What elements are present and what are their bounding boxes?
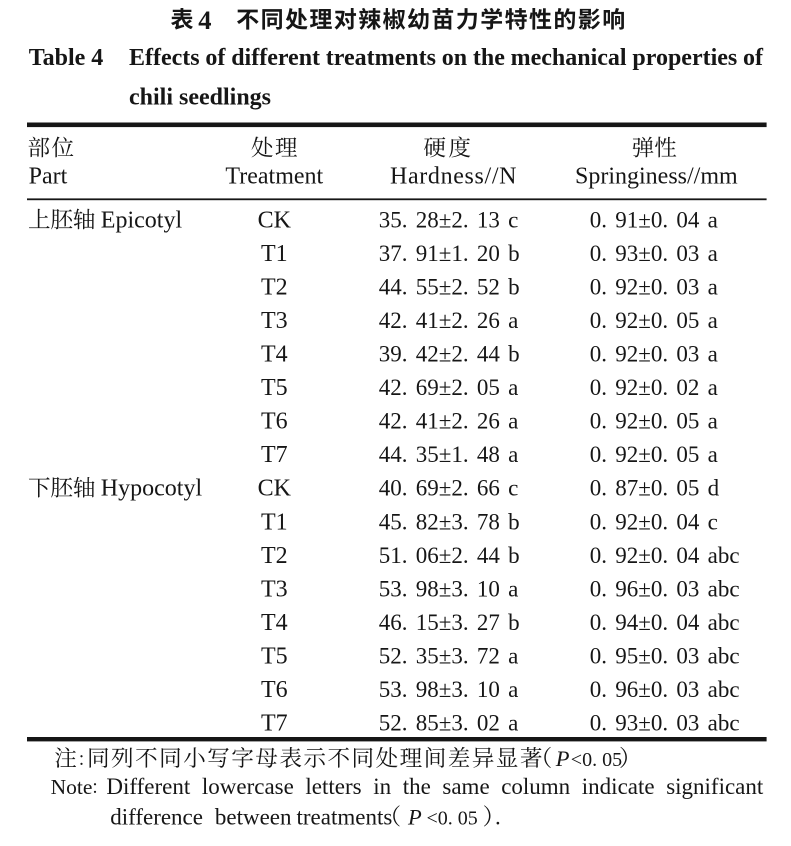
svg-text:difference: difference bbox=[110, 805, 203, 830]
svg-text:0. 93±0. 03 a: 0. 93±0. 03 a bbox=[590, 241, 718, 266]
svg-text:CK: CK bbox=[258, 476, 292, 502]
svg-text:on: on bbox=[442, 45, 467, 71]
svg-text:indicate: indicate bbox=[582, 774, 655, 799]
svg-text:significant: significant bbox=[666, 774, 764, 799]
svg-text:the: the bbox=[473, 45, 505, 71]
svg-text:52. 35±3. 72 a: 52. 35±3. 72 a bbox=[379, 643, 519, 668]
svg-text:Treatment: Treatment bbox=[225, 164, 323, 190]
svg-text:53. 98±3. 10 a: 53. 98±3. 10 a bbox=[379, 576, 519, 601]
svg-text:0. 96±0. 03 abc: 0. 96±0. 03 abc bbox=[590, 677, 740, 702]
svg-text:51. 06±2. 44 b: 51. 06±2. 44 b bbox=[379, 543, 520, 568]
svg-text:between: between bbox=[215, 805, 292, 830]
svg-text:39. 42±2. 44 b: 39. 42±2. 44 b bbox=[379, 342, 520, 367]
svg-text:52. 85±3. 02 a: 52. 85±3. 02 a bbox=[379, 711, 519, 736]
svg-text:lowercase: lowercase bbox=[202, 774, 294, 799]
svg-text:CK: CK bbox=[258, 208, 292, 234]
svg-text:45. 82±3. 78 b: 45. 82±3. 78 b bbox=[379, 509, 520, 534]
svg-text:<0. 05: <0. 05 bbox=[571, 749, 622, 771]
svg-text:0. 92±0. 04 abc: 0. 92±0. 04 abc bbox=[590, 543, 740, 568]
svg-text:0. 92±0. 03 a: 0. 92±0. 03 a bbox=[590, 275, 718, 300]
svg-text:.: . bbox=[495, 805, 501, 830]
svg-text:0. 92±0. 03 a: 0. 92±0. 03 a bbox=[590, 342, 718, 367]
svg-text:column: column bbox=[501, 774, 570, 799]
svg-text:0. 93±0. 03 abc: 0. 93±0. 03 abc bbox=[590, 711, 740, 736]
svg-text:0. 95±0. 03 abc: 0. 95±0. 03 abc bbox=[590, 643, 740, 668]
svg-text:Part: Part bbox=[29, 164, 68, 190]
svg-text:T3: T3 bbox=[261, 308, 288, 334]
svg-text:Hardness//N: Hardness//N bbox=[390, 164, 517, 190]
svg-text:T2: T2 bbox=[261, 543, 288, 569]
svg-text:0. 92±0. 04 c: 0. 92±0. 04 c bbox=[590, 509, 718, 534]
svg-text:4: 4 bbox=[198, 5, 211, 35]
svg-text:0. 94±0. 04 abc: 0. 94±0. 04 abc bbox=[590, 610, 740, 635]
svg-text:Springiness//mm: Springiness//mm bbox=[575, 164, 738, 190]
svg-text:T6: T6 bbox=[261, 677, 288, 703]
svg-text:44. 35±1. 48 a: 44. 35±1. 48 a bbox=[379, 442, 519, 467]
svg-text:T1: T1 bbox=[261, 509, 288, 535]
svg-text:0. 91±0. 04 a: 0. 91±0. 04 a bbox=[590, 208, 718, 233]
svg-text:0. 92±0. 05 a: 0. 92±0. 05 a bbox=[590, 409, 718, 434]
svg-text:treatments: treatments bbox=[326, 45, 436, 71]
svg-text:0. 92±0. 02 a: 0. 92±0. 02 a bbox=[590, 375, 718, 400]
svg-text:46. 15±3. 27 b: 46. 15±3. 27 b bbox=[379, 610, 520, 635]
svg-text:T5: T5 bbox=[261, 375, 288, 401]
svg-text:treatments: treatments bbox=[297, 805, 393, 830]
svg-text:Table 4: Table 4 bbox=[29, 45, 103, 71]
svg-text:Epicotyl: Epicotyl bbox=[101, 208, 183, 234]
svg-text:T7: T7 bbox=[261, 442, 288, 468]
svg-text:<0. 05: <0. 05 bbox=[427, 808, 478, 830]
svg-text:35. 28±2. 13 c: 35. 28±2. 13 c bbox=[379, 208, 519, 233]
svg-text:37. 91±1. 20 b: 37. 91±1. 20 b bbox=[379, 241, 520, 266]
svg-text:mechanical: mechanical bbox=[511, 45, 627, 71]
svg-text:the: the bbox=[403, 774, 431, 799]
svg-text:P: P bbox=[555, 746, 570, 771]
svg-text:different: different bbox=[231, 45, 320, 71]
svg-text:T5: T5 bbox=[261, 643, 288, 669]
svg-text:T3: T3 bbox=[261, 576, 288, 602]
svg-text:Different: Different bbox=[106, 774, 190, 799]
svg-text:0. 87±0. 05 d: 0. 87±0. 05 d bbox=[590, 476, 720, 501]
svg-text:0. 92±0. 05 a: 0. 92±0. 05 a bbox=[590, 442, 718, 467]
svg-text:T4: T4 bbox=[261, 610, 288, 636]
svg-text:P: P bbox=[407, 805, 422, 830]
svg-text:in: in bbox=[373, 774, 391, 799]
svg-text:0. 92±0. 05 a: 0. 92±0. 05 a bbox=[590, 308, 718, 333]
svg-text:42. 69±2. 05 a: 42. 69±2. 05 a bbox=[379, 375, 519, 400]
svg-text:Hypocotyl: Hypocotyl bbox=[101, 476, 203, 502]
svg-text:same: same bbox=[442, 774, 489, 799]
svg-text:properties: properties bbox=[632, 45, 737, 71]
svg-text:letters: letters bbox=[305, 774, 361, 799]
svg-text:of: of bbox=[743, 45, 764, 71]
svg-text:of: of bbox=[205, 45, 226, 71]
svg-text:53. 98±3. 10 a: 53. 98±3. 10 a bbox=[379, 677, 519, 702]
svg-text:T1: T1 bbox=[261, 241, 288, 267]
svg-text:42. 41±2. 26 a: 42. 41±2. 26 a bbox=[379, 409, 519, 434]
svg-text:42. 41±2. 26 a: 42. 41±2. 26 a bbox=[379, 308, 519, 333]
svg-text:T6: T6 bbox=[261, 409, 288, 435]
svg-text:40. 69±2. 66 c: 40. 69±2. 66 c bbox=[379, 476, 519, 501]
svg-text:Effects: Effects bbox=[129, 45, 200, 71]
svg-text:Note: Note bbox=[51, 775, 93, 799]
svg-text:0. 96±0. 03 abc: 0. 96±0. 03 abc bbox=[590, 576, 740, 601]
svg-text:T7: T7 bbox=[261, 711, 288, 737]
svg-text:44. 55±2. 52 b: 44. 55±2. 52 b bbox=[379, 275, 520, 300]
svg-text:T2: T2 bbox=[261, 275, 288, 301]
svg-text:chili seedlings: chili seedlings bbox=[129, 85, 271, 111]
svg-text:T4: T4 bbox=[261, 342, 288, 368]
